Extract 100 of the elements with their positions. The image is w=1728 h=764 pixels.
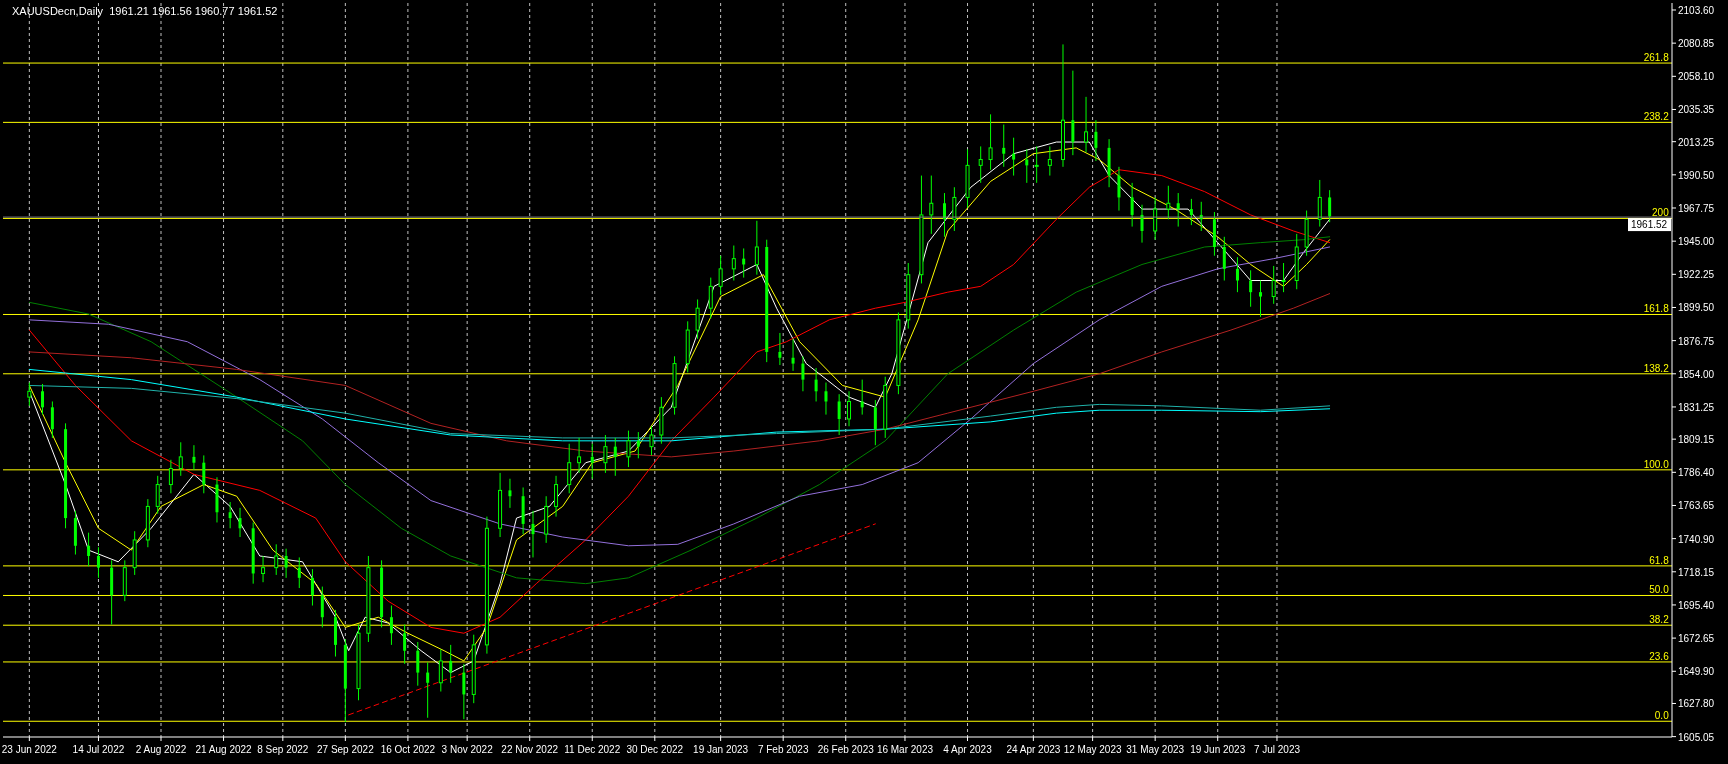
y-tick-label: 1740.90 <box>1678 533 1715 545</box>
candlestick <box>1189 198 1193 226</box>
y-tick-label: 2013.25 <box>1678 136 1715 148</box>
line-series <box>28 368 1331 442</box>
candlestick <box>238 507 242 538</box>
candlestick <box>228 501 232 529</box>
candlestick <box>626 430 631 468</box>
candlestick <box>1153 196 1158 241</box>
x-tick-label: 22 Nov 2022 <box>501 744 559 755</box>
candlestick <box>708 277 713 319</box>
candlestick <box>284 548 288 579</box>
candlestick <box>1222 236 1226 282</box>
y-tick-label: 1627.80 <box>1678 698 1715 710</box>
candlestick <box>860 379 864 416</box>
x-tick-label: 14 Jul 2022 <box>72 744 125 755</box>
x-tick-label: 16 Oct 2022 <box>380 744 436 755</box>
candlestick <box>178 441 183 477</box>
candlestick <box>814 367 818 402</box>
candlestick <box>389 605 393 646</box>
candlestick <box>754 220 759 276</box>
y-tick-label: 1649.90 <box>1678 666 1715 678</box>
candlestick <box>1002 124 1006 168</box>
annotation: 23.6 <box>1649 650 1670 662</box>
y-tick-label: 1876.75 <box>1678 335 1715 347</box>
candlestick <box>96 546 100 579</box>
y-tick-label: 1718.15 <box>1678 566 1715 578</box>
x-tick-label: 21 Aug 2022 <box>195 744 253 755</box>
x-tick-label: 19 Jun 2023 <box>1190 744 1246 755</box>
candlestick <box>462 663 466 720</box>
candlestick <box>168 459 173 494</box>
x-tick-label: 4 Apr 2023 <box>943 744 993 755</box>
x-tick-label: 30 Dec 2022 <box>626 744 684 755</box>
annotation: 200 <box>1652 207 1670 219</box>
y-tick-label: 2035.35 <box>1678 104 1715 116</box>
annotation: 138.2 <box>1643 362 1670 374</box>
candlestick <box>567 443 572 494</box>
candlestick <box>403 623 407 665</box>
x-tick-label: 16 Mar 2023 <box>876 744 934 755</box>
candlestick <box>978 145 983 184</box>
candlestick <box>577 437 582 474</box>
y-tick-label: 1605.05 <box>1678 731 1715 743</box>
candlestick <box>791 338 795 372</box>
candlestick <box>41 383 44 416</box>
candlestick <box>438 648 443 693</box>
y-tick-label: 1786.40 <box>1678 467 1715 479</box>
candlestick <box>649 425 654 456</box>
annotation: 100.0 <box>1643 458 1670 470</box>
candlestick <box>1176 192 1180 228</box>
candlestick <box>613 437 617 477</box>
x-tick-label: 11 Dec 2022 <box>564 744 621 755</box>
candlestick <box>416 641 420 687</box>
candlestick <box>1235 256 1239 293</box>
x-tick-label: 8 Sep 2022 <box>257 744 309 755</box>
candlestick <box>1328 189 1332 223</box>
annotation: 161.8 <box>1643 303 1670 315</box>
candlestick <box>449 644 453 684</box>
candlestick <box>261 555 266 583</box>
x-tick-label: 19 Jan 2023 <box>693 744 749 755</box>
x-tick-label: 26 Feb 2023 <box>817 744 875 755</box>
annotation: 50.0 <box>1649 584 1670 596</box>
candlestick <box>1084 96 1089 153</box>
candlestick <box>1281 262 1286 293</box>
candlestick <box>50 400 54 439</box>
y-tick-label: 1967.75 <box>1678 203 1715 214</box>
candlestick <box>1012 137 1016 177</box>
candlestick <box>1117 166 1121 212</box>
y-tick-label: 2058.10 <box>1678 71 1715 83</box>
candlestick <box>988 113 993 171</box>
y-tick-label: 1672.65 <box>1678 633 1715 645</box>
candlestick <box>320 586 324 628</box>
candlestick <box>847 390 852 427</box>
candlestick <box>1259 280 1263 318</box>
candlestick <box>1249 269 1253 308</box>
line-series <box>28 293 1331 458</box>
candlestick <box>508 478 512 509</box>
x-tick-label: 7 Feb 2023 <box>757 744 809 755</box>
candlestick <box>426 661 430 719</box>
annotation: 0.0 <box>1654 710 1670 722</box>
candlestick <box>778 332 782 366</box>
candlestick <box>603 434 608 474</box>
y-tick-label: 1695.40 <box>1678 599 1715 611</box>
candlestick <box>873 399 877 446</box>
candlestick <box>1130 182 1134 228</box>
candlestick <box>554 475 559 518</box>
candlestick <box>718 255 723 296</box>
candlestick <box>590 443 594 480</box>
annotation: 61.8 <box>1649 554 1670 566</box>
y-tick-label: 2080.85 <box>1678 38 1715 50</box>
candlestick <box>1166 185 1171 220</box>
x-tick-label: 2 Aug 2022 <box>135 744 187 755</box>
line-series <box>28 384 1331 439</box>
candlestick <box>1047 145 1052 177</box>
candlestick <box>1071 70 1075 156</box>
candlestick <box>274 543 279 576</box>
candlestick <box>297 556 301 589</box>
candlestick <box>202 454 206 494</box>
ref-line-label: 1961.52 <box>1631 219 1668 231</box>
candlestick <box>155 475 160 515</box>
candlestick <box>1094 119 1098 162</box>
candlestick <box>952 186 957 232</box>
